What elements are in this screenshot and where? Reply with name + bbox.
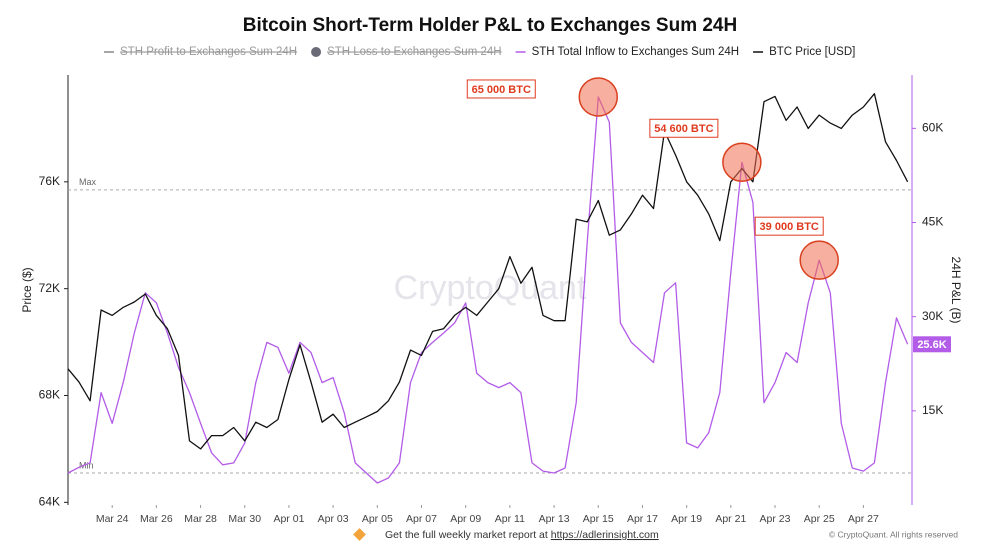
- annotation-circle: [578, 77, 619, 117]
- x-tick-label: Mar 24: [96, 513, 129, 525]
- annotation-circle: [722, 142, 762, 183]
- footer-message: Get the full weekly market report at: [385, 529, 551, 541]
- x-tick-label: Apr 11: [495, 513, 525, 525]
- x-tick-label: Apr 07: [406, 513, 437, 525]
- x-tick-label: Apr 19: [671, 513, 702, 525]
- y-tick-label: 68K: [39, 388, 60, 402]
- annotation-box: [754, 216, 824, 236]
- series-line: [67, 93, 909, 450]
- legend-item[interactable]: STH Loss to Exchanges Sum 24H: [311, 46, 502, 58]
- y2-tick-label: 30K: [922, 309, 943, 323]
- x-tick-label: Mar 30: [228, 513, 261, 525]
- y2-tick-label: 60K: [922, 121, 943, 135]
- x-tick-label: Mar 26: [140, 513, 173, 525]
- y2-tick-label: 15K: [922, 403, 943, 417]
- last-value-label: 25.6K: [917, 339, 946, 351]
- legend-swatch: [311, 47, 322, 57]
- annotation-label: 54 600 BTC: [654, 123, 713, 135]
- x-tick-label: Mar 28: [184, 513, 217, 525]
- legend-item[interactable]: STH Profit to Exchanges Sum 24H: [104, 46, 298, 58]
- legend-item[interactable]: STH Total Inflow to Exchanges Sum 24H: [515, 46, 740, 58]
- x-tick-label: Apr 17: [627, 513, 658, 525]
- footer-text: Get the full weekly market report at htt…: [385, 529, 659, 541]
- y-tick-label: 64K: [39, 495, 60, 509]
- annotation-label: 65 000 BTC: [472, 84, 531, 96]
- legend-item[interactable]: BTC Price [USD]: [753, 46, 855, 58]
- x-tick-label: Apr 01: [273, 513, 304, 525]
- legend-label: BTC Price [USD]: [769, 46, 855, 58]
- y-axis-label: Price ($): [20, 267, 34, 312]
- x-tick-label: Apr 03: [318, 513, 349, 525]
- series-line: [67, 96, 909, 484]
- y-tick-label: 76K: [39, 174, 60, 188]
- x-tick-label: Apr 05: [362, 513, 393, 525]
- watermark: CryptoQuant: [394, 269, 587, 307]
- x-tick-label: Apr 13: [539, 513, 570, 525]
- y-tick-label: 72K: [39, 281, 60, 295]
- annotation-circle: [799, 240, 839, 280]
- x-tick-label: Apr 27: [848, 513, 879, 525]
- x-tick-label: Apr 15: [583, 513, 614, 525]
- reference-label: Max: [79, 177, 97, 187]
- footer-link[interactable]: https://adlerinsight.com: [551, 529, 659, 541]
- copyright: © CryptoQuant. All rights reserved: [829, 529, 958, 539]
- x-tick-label: Apr 09: [450, 513, 481, 525]
- footer-icon: [353, 528, 366, 541]
- chart-title: Bitcoin Short-Term Holder P&L to Exchang…: [243, 15, 737, 36]
- annotation-box: [649, 118, 719, 138]
- legend-label: STH Total Inflow to Exchanges Sum 24H: [532, 46, 740, 58]
- reference-label: Min: [79, 460, 94, 470]
- x-tick-label: Apr 25: [804, 513, 835, 525]
- last-value-box: [913, 336, 951, 353]
- x-tick-label: Apr 23: [760, 513, 791, 525]
- x-tick-label: Apr 21: [715, 513, 746, 525]
- y2-axis-label: 24H P&L (B): [949, 257, 963, 324]
- legend: STH Profit to Exchanges Sum 24H STH Loss …: [104, 46, 855, 58]
- annotation-box: [466, 79, 536, 99]
- annotation-label: 39 000 BTC: [760, 221, 819, 233]
- y2-tick-label: 45K: [922, 215, 943, 229]
